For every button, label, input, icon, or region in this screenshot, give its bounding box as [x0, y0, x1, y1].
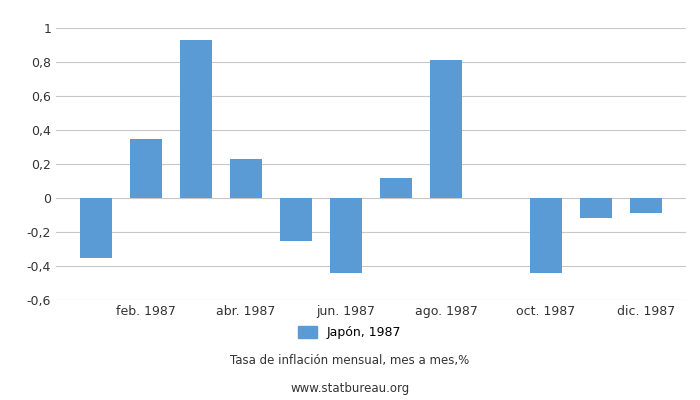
Bar	[80, 198, 112, 258]
Bar	[330, 198, 363, 273]
Bar	[530, 198, 562, 273]
Text: Tasa de inflación mensual, mes a mes,%: Tasa de inflación mensual, mes a mes,%	[230, 354, 470, 367]
Bar	[580, 198, 612, 218]
Bar	[230, 159, 262, 198]
Bar	[180, 40, 212, 198]
Bar	[130, 138, 162, 198]
Text: www.statbureau.org: www.statbureau.org	[290, 382, 410, 395]
Bar	[630, 198, 662, 213]
Bar	[379, 178, 412, 198]
Bar	[430, 60, 462, 198]
Legend: Japón, 1987: Japón, 1987	[298, 326, 402, 339]
Bar	[280, 198, 312, 240]
